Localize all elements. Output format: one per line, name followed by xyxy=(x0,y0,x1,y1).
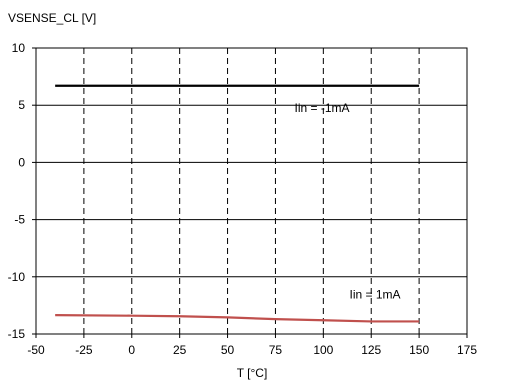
series-labels: Iin = -1mA Iin = 1mA xyxy=(294,101,400,302)
x-tick-label: 0 xyxy=(128,343,135,357)
y-axis-label: VSENSE_CL [V] xyxy=(8,11,96,25)
grid xyxy=(36,48,467,334)
series-lines xyxy=(55,84,420,323)
x-tick-labels: -50 -25 0 25 50 75 100 125 150 175 xyxy=(27,334,477,357)
x-axis-label: T [°C] xyxy=(237,366,268,380)
y-tick-label: 0 xyxy=(18,155,25,169)
y-tick-label: 10 xyxy=(12,41,26,55)
x-tick-label: 100 xyxy=(313,343,333,357)
x-tick-label: 150 xyxy=(409,343,429,357)
x-tick-label: -50 xyxy=(27,343,45,357)
x-tick-label: 25 xyxy=(173,343,187,357)
x-tick-label: 175 xyxy=(457,343,477,357)
y-tick-labels: 10 5 0 -5 -10 -15 xyxy=(8,41,36,341)
x-tick-label: 125 xyxy=(361,343,381,357)
y-tick-label: -15 xyxy=(8,327,26,341)
series-label-1: Iin = -1mA xyxy=(294,101,349,115)
series-label-2: Iin = 1mA xyxy=(349,287,400,301)
plot-frame xyxy=(35,47,468,335)
y-tick-label: 5 xyxy=(18,98,25,112)
y-tick-label: -5 xyxy=(14,213,25,227)
y-tick-label: -10 xyxy=(8,270,26,284)
x-tick-label: -25 xyxy=(75,343,93,357)
x-tick-label: 75 xyxy=(269,343,283,357)
series-line-2 xyxy=(55,314,420,323)
x-tick-label: 50 xyxy=(221,343,235,357)
